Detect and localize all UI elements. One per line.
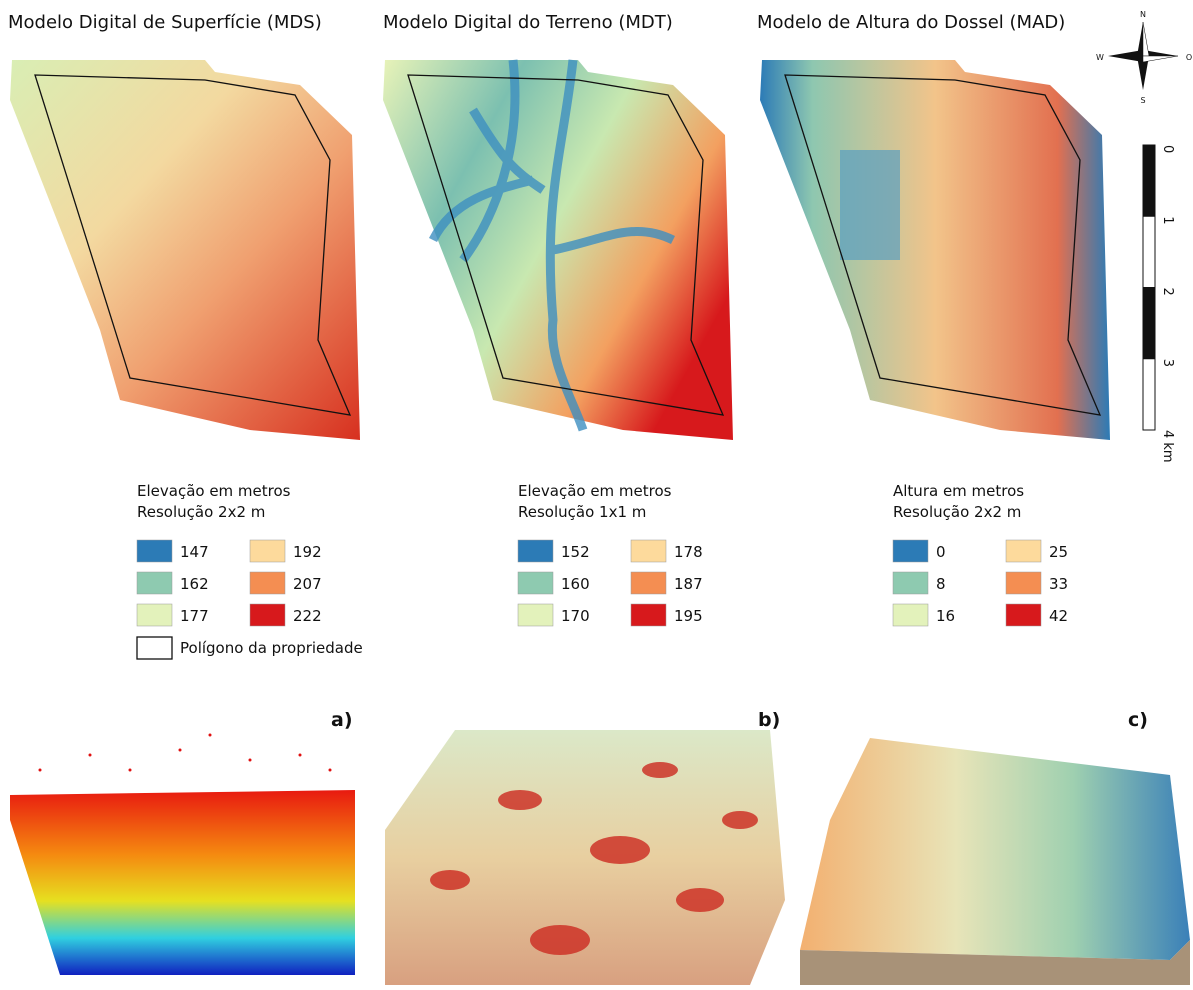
- scale-label: 4 km: [1160, 430, 1175, 463]
- scale-label: 0: [1160, 145, 1175, 153]
- scale-segment: [1143, 216, 1155, 287]
- legend-label: 25: [1049, 543, 1068, 561]
- legend-title: Elevação em metros: [518, 482, 672, 500]
- legend-label: 42: [1049, 607, 1068, 625]
- legend-label: 178: [674, 543, 703, 561]
- legend-swatch: [893, 540, 928, 562]
- legend-swatch: [518, 572, 553, 594]
- view-label: c): [1128, 709, 1148, 731]
- legend-swatch: [518, 604, 553, 626]
- scale-bar: 0 1 2 3 4 km: [1143, 145, 1175, 463]
- legend-swatch: [631, 540, 666, 562]
- scale-label: 3: [1160, 359, 1175, 367]
- map-mad: [760, 60, 1110, 440]
- legend-resolution: Resolução 1x1 m: [518, 503, 646, 521]
- panel-title: Modelo de Altura do Dossel (MAD): [757, 12, 1065, 33]
- scale-segment: [1143, 359, 1155, 430]
- map-mdt: [383, 60, 733, 440]
- legend-label: 207: [293, 575, 322, 593]
- polygon-swatch: [137, 637, 172, 659]
- legend-swatch: [631, 572, 666, 594]
- north-label: N: [1140, 10, 1146, 19]
- legend-swatch: [137, 572, 172, 594]
- legend-label: 195: [674, 607, 703, 625]
- legend-swatch: [893, 572, 928, 594]
- legend-swatch: [1006, 604, 1041, 626]
- legend-label: 187: [674, 575, 703, 593]
- legend-swatch: [631, 604, 666, 626]
- legend-resolution: Resolução 2x2 m: [893, 503, 1021, 521]
- legend-label: 177: [180, 607, 209, 625]
- polygon-legend: Polígono da propriedade: [180, 639, 363, 657]
- view-c: [800, 738, 1190, 985]
- scale-label: 2: [1160, 288, 1175, 296]
- legend-label: 152: [561, 543, 590, 561]
- legend-label: 33: [1049, 575, 1068, 593]
- view-b: [385, 730, 785, 985]
- legend-swatch: [518, 540, 553, 562]
- legend-label: 147: [180, 543, 209, 561]
- east-label: O: [1186, 53, 1192, 62]
- legend-title: Elevação em metros: [137, 482, 291, 500]
- legend-swatch: [1006, 540, 1041, 562]
- panel-title: Modelo Digital de Superfície (MDS): [8, 12, 322, 33]
- scale-segment: [1143, 145, 1155, 216]
- legend-label: 16: [936, 607, 955, 625]
- map-mds: [10, 60, 360, 440]
- view-label: a): [331, 709, 353, 731]
- legend-swatch: [137, 540, 172, 562]
- legend-label: 0: [936, 543, 946, 561]
- panel-title: Modelo Digital do Terreno (MDT): [383, 12, 673, 33]
- legend-label: 8: [936, 575, 946, 593]
- legend-label: 170: [561, 607, 590, 625]
- legend-title: Altura em metros: [893, 482, 1024, 500]
- scale-segment: [1143, 288, 1155, 359]
- west-label: W: [1096, 53, 1104, 62]
- legend-swatch: [1006, 572, 1041, 594]
- legend-label: 222: [293, 607, 322, 625]
- south-label: S: [1140, 96, 1145, 105]
- figure: Modelo Digital de Superfície (MDS) Modelo…: [0, 0, 1193, 986]
- legend-label: 162: [180, 575, 209, 593]
- view-label: b): [758, 709, 780, 731]
- legend-label: 160: [561, 575, 590, 593]
- legend-label: 192: [293, 543, 322, 561]
- legend-swatch: [250, 572, 285, 594]
- north-arrow: N S W O: [1096, 10, 1192, 105]
- scale-label: 1: [1160, 216, 1175, 224]
- legend-swatch: [137, 604, 172, 626]
- legend-swatch: [893, 604, 928, 626]
- legend-resolution: Resolução 2x2 m: [137, 503, 265, 521]
- legend-swatch: [250, 604, 285, 626]
- legend-swatch: [250, 540, 285, 562]
- view-a: [10, 734, 355, 976]
